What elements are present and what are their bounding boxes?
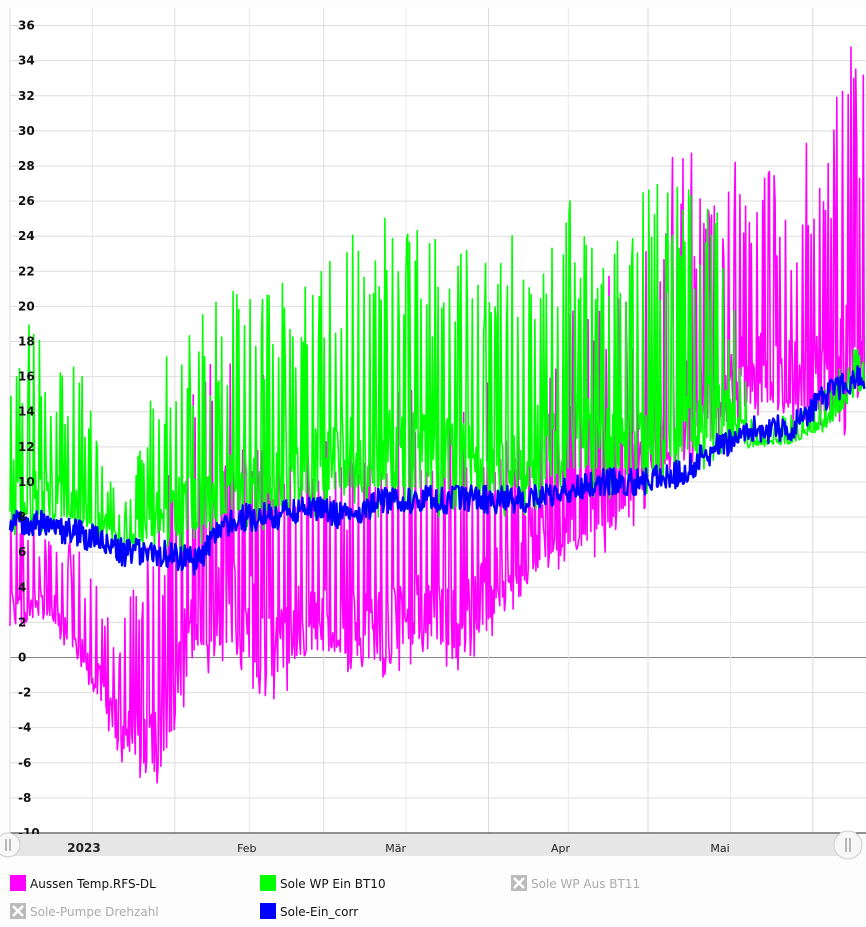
y-tick-label: 6 bbox=[18, 545, 26, 559]
legend-label: Sole-Ein_corr bbox=[280, 905, 358, 919]
y-tick-label: -2 bbox=[18, 686, 31, 700]
y-tick-label: 28 bbox=[18, 159, 35, 173]
y-tick-label: 22 bbox=[18, 264, 35, 278]
navigator-bar[interactable] bbox=[10, 834, 856, 856]
x-tick-label: 2023 bbox=[67, 841, 100, 855]
y-tick-label: 0 bbox=[18, 650, 26, 664]
x-tick-label: Feb bbox=[237, 842, 256, 855]
x-box-icon bbox=[511, 875, 527, 891]
x-tick-label: Apr bbox=[551, 842, 571, 855]
series-line-4 bbox=[8, 365, 866, 576]
y-tick-label: 10 bbox=[18, 475, 35, 489]
y-tick-label: -4 bbox=[18, 721, 31, 735]
legend-item-2[interactable]: Sole WP Aus BT11 bbox=[511, 875, 640, 891]
legend-item-0[interactable]: Aussen Temp.RFS-DL bbox=[10, 875, 156, 891]
legend-swatch bbox=[260, 875, 276, 891]
legend-label: Sole WP Aus BT11 bbox=[531, 877, 640, 891]
legend-label: Sole WP Ein BT10 bbox=[280, 877, 386, 891]
legend-swatch bbox=[260, 903, 276, 919]
legend-swatch bbox=[10, 875, 26, 891]
y-tick-label: 32 bbox=[18, 89, 35, 103]
legend-item-1[interactable]: Sole WP Ein BT10 bbox=[260, 875, 386, 891]
y-tick-label: 14 bbox=[18, 405, 35, 419]
y-tick-label: 20 bbox=[18, 299, 35, 313]
series-layer bbox=[8, 46, 866, 784]
x-axis: 2023FebMärAprMaiJun bbox=[67, 841, 729, 855]
legend-item-4[interactable]: Sole-Ein_corr bbox=[260, 903, 358, 919]
navigator-left-handle[interactable] bbox=[0, 832, 21, 858]
y-tick-label: 16 bbox=[18, 370, 35, 384]
y-tick-label: 2 bbox=[18, 615, 26, 629]
y-tick-label: 36 bbox=[18, 19, 35, 33]
y-tick-label: 18 bbox=[18, 335, 35, 349]
y-axis: -10-8-6-4-202468101214161820222426283032… bbox=[18, 19, 40, 840]
legend: Aussen Temp.RFS-DL Sole WP Ein BT10 Sole W… bbox=[10, 875, 640, 919]
y-tick-label: 12 bbox=[18, 440, 35, 454]
y-tick-label: 4 bbox=[18, 580, 26, 594]
y-tick-label: 24 bbox=[18, 229, 35, 243]
legend-label: Sole-Pumpe Drehzahl bbox=[30, 905, 159, 919]
y-tick-label: 34 bbox=[18, 54, 35, 68]
y-tick-label: -6 bbox=[18, 756, 31, 770]
legend-label: Aussen Temp.RFS-DL bbox=[30, 877, 156, 891]
y-tick-label: 30 bbox=[18, 124, 35, 138]
x-tick-label: Mär bbox=[385, 842, 406, 855]
y-tick-label: 8 bbox=[18, 510, 26, 524]
x-box-icon bbox=[10, 903, 26, 919]
legend-item-3[interactable]: Sole-Pumpe Drehzahl bbox=[10, 903, 159, 919]
x-tick-label: Mai bbox=[710, 842, 729, 855]
y-tick-label: -8 bbox=[18, 791, 31, 805]
y-tick-label: 26 bbox=[18, 194, 35, 208]
navigator-right-handle[interactable] bbox=[833, 830, 863, 860]
